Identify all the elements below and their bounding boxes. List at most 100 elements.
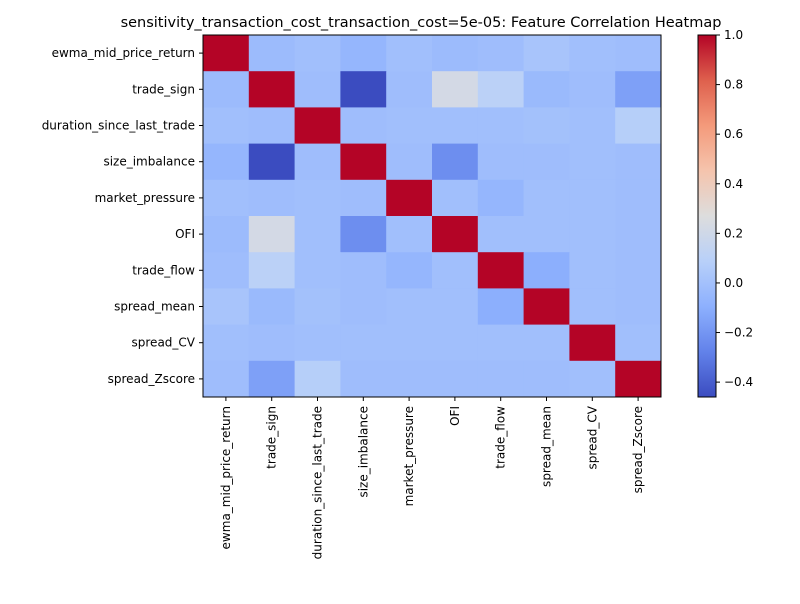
heatmap-cell — [569, 35, 616, 72]
heatmap-cell — [615, 107, 662, 145]
colorbar-tick-label: 0.0 — [724, 276, 743, 290]
heatmap-cell — [432, 252, 479, 289]
heatmap-cell — [294, 216, 341, 253]
row-tick-label: spread_mean — [114, 300, 195, 314]
heatmap-cell — [523, 252, 570, 289]
heatmap-cell — [477, 179, 525, 217]
heatmap-cell — [569, 71, 616, 108]
heatmap-cell — [523, 179, 570, 217]
heatmap-cell — [340, 288, 387, 326]
heatmap-cell — [386, 71, 433, 108]
heatmap-cell — [248, 288, 296, 326]
heatmap-cell — [248, 71, 296, 108]
heatmap-cell — [203, 216, 250, 253]
heatmap-cell — [615, 143, 662, 181]
heatmap-cell — [386, 143, 433, 181]
heatmap-cell — [386, 324, 433, 362]
chart-title: sensitivity_transaction_cost_transaction… — [121, 15, 722, 31]
row-tick-label: trade_flow — [132, 263, 195, 277]
heatmap-cell — [203, 360, 250, 398]
heatmap-cell — [569, 288, 616, 326]
heatmap-cell — [569, 179, 616, 217]
column-tick-label: spread_Zscore — [631, 406, 645, 493]
heatmap-cell — [386, 179, 433, 217]
heatmap-cell — [203, 324, 250, 362]
heatmap-cell — [248, 179, 296, 217]
heatmap-cell — [523, 216, 570, 253]
heatmap-cell — [203, 35, 250, 72]
heatmap-cell — [432, 107, 479, 145]
heatmap-cell — [294, 360, 341, 398]
heatmap-cell — [294, 107, 341, 145]
row-tick-label: OFI — [175, 227, 195, 241]
heatmap-cell — [386, 288, 433, 326]
heatmap-cell — [248, 252, 296, 289]
heatmap-cell — [340, 71, 387, 108]
heatmap-cell — [523, 35, 570, 72]
colorbar-tick-label: −0.2 — [724, 326, 753, 340]
heatmap-cell — [615, 324, 662, 362]
heatmap-cell — [386, 360, 433, 398]
heatmap-cell — [386, 252, 433, 289]
heatmap-cell — [569, 216, 616, 253]
heatmap-cell — [340, 143, 387, 181]
heatmap-cell — [386, 35, 433, 72]
colorbar-tick-label: 0.8 — [724, 78, 743, 92]
column-tick-label: OFI — [448, 406, 462, 426]
heatmap-cell — [294, 71, 341, 108]
heatmap-cell — [203, 71, 250, 108]
heatmap-cell — [203, 179, 250, 217]
heatmap-cell — [523, 143, 570, 181]
column-tick-label: spread_mean — [540, 406, 554, 487]
heatmap-cell — [294, 288, 341, 326]
heatmap-cell — [477, 288, 525, 326]
heatmap-cell — [340, 107, 387, 145]
heatmap-cell — [386, 216, 433, 253]
heatmap-cell — [477, 360, 525, 398]
heatmap-cell — [615, 288, 662, 326]
heatmap-cell — [432, 324, 479, 362]
heatmap-cell — [615, 35, 662, 72]
heatmap-cell — [203, 288, 250, 326]
row-tick-labels: ewma_mid_price_return trade_sign duration_… — [42, 46, 203, 386]
colorbar-tick-label: 0.6 — [724, 127, 743, 141]
heatmap-cell — [523, 288, 570, 326]
colorbar-tick-label: 0.2 — [724, 226, 743, 240]
heatmap-cell — [340, 179, 387, 217]
colorbar-frame — [697, 34, 717, 398]
row-tick-label: duration_since_last_trade — [42, 119, 195, 133]
heatmap-cell — [340, 360, 387, 398]
heatmap-cell — [203, 143, 250, 181]
colorbar-tick-label: 1.0 — [724, 28, 743, 42]
heatmap-cell — [477, 324, 525, 362]
heatmap-cell — [615, 252, 662, 289]
heatmap-cell — [615, 179, 662, 217]
colorbar — [698, 35, 716, 397]
heatmap-cell — [432, 71, 479, 108]
heatmap-cell — [386, 107, 433, 145]
heatmap-cell — [569, 252, 616, 289]
heatmap-cell — [477, 143, 525, 181]
column-tick-labels: ewma_mid_price_return trade_sign duration_… — [219, 397, 645, 559]
colorbar-tick-label: 0.4 — [724, 177, 743, 191]
heatmap-cell — [294, 143, 341, 181]
column-tick-label: trade_flow — [494, 406, 508, 469]
heatmap-cell — [432, 360, 479, 398]
row-tick-label: ewma_mid_price_return — [52, 46, 195, 60]
heatmap-cell — [569, 360, 616, 398]
heatmap-cell — [203, 252, 250, 289]
row-tick-label: market_pressure — [95, 191, 195, 205]
heatmap-cell — [248, 360, 296, 398]
row-tick-label: spread_CV — [132, 336, 196, 350]
heatmap-cell — [523, 107, 570, 145]
heatmap-cell — [294, 252, 341, 289]
heatmap-cell — [340, 35, 387, 72]
heatmap-cell — [432, 288, 479, 326]
heatmap-cell — [523, 324, 570, 362]
heatmap-cell — [432, 143, 479, 181]
heatmap-cell — [248, 35, 296, 72]
heatmap-cell — [340, 324, 387, 362]
heatmap-cell — [340, 216, 387, 253]
plot-frame — [202, 34, 662, 398]
heatmap-cell — [477, 107, 525, 145]
